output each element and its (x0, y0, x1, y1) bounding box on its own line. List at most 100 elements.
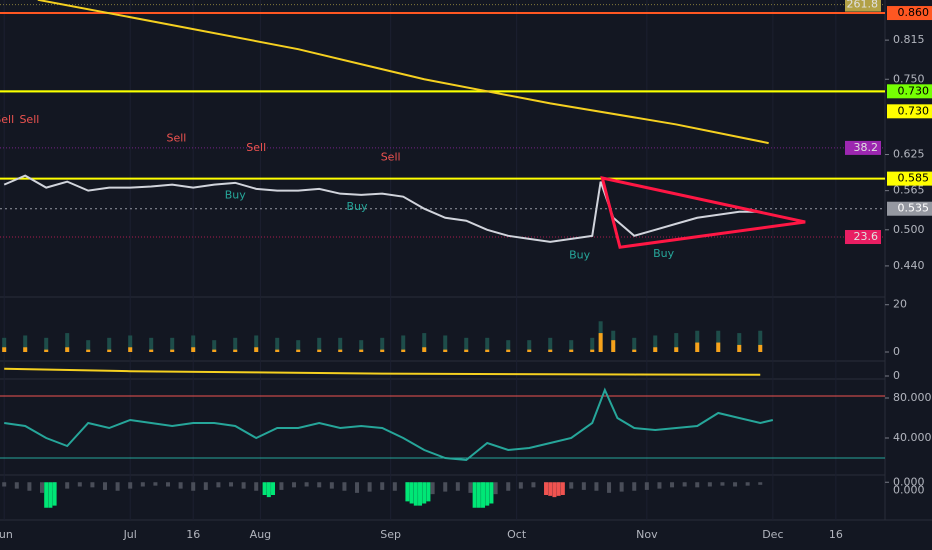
series-line (4, 387, 774, 462)
bar (254, 482, 259, 491)
bar (657, 482, 662, 489)
price-tag-label: 0.535 (898, 202, 930, 215)
price-tag (845, 140, 881, 155)
bar (443, 335, 448, 352)
bar (443, 482, 448, 492)
bar (644, 482, 649, 490)
bar (191, 335, 196, 352)
bar (254, 335, 259, 352)
bar (296, 349, 301, 352)
bar (737, 333, 742, 352)
bar (607, 482, 612, 493)
bar (279, 482, 284, 490)
bar (342, 482, 347, 491)
bar (14, 482, 19, 489)
bar (506, 349, 511, 352)
bar (405, 482, 410, 502)
signal-label: Sell (19, 113, 39, 126)
bar (216, 482, 221, 488)
signal-label: Sell (246, 141, 266, 154)
bar (707, 482, 712, 487)
y-tick-label: 0.750 (893, 72, 925, 85)
bar (191, 482, 196, 491)
x-tick-label: Aug (250, 528, 271, 541)
bar (590, 337, 595, 352)
bar (329, 482, 334, 489)
bar (203, 482, 208, 490)
x-tick-label: 16 (186, 528, 200, 541)
bar (153, 482, 158, 486)
x-tick-label: Jul (123, 528, 137, 541)
price-tag (845, 0, 881, 12)
bar (304, 482, 309, 487)
bar (464, 349, 469, 352)
bar (653, 347, 658, 352)
bar (548, 337, 553, 352)
bar (266, 482, 271, 498)
bar (128, 347, 133, 352)
bar (170, 349, 175, 352)
series-line (37, 0, 769, 145)
bar (178, 482, 183, 489)
bar (359, 349, 364, 352)
bar (233, 337, 238, 352)
bar (359, 340, 364, 352)
bar (23, 347, 28, 352)
bar (380, 349, 385, 352)
bar (518, 482, 523, 489)
bar (481, 482, 486, 508)
x-tick-label: Oct (507, 528, 527, 541)
bar (2, 337, 7, 352)
bar (241, 482, 246, 489)
bar (275, 349, 280, 352)
x-tick-label: Dec (762, 528, 783, 541)
bar (355, 482, 360, 493)
bar (485, 337, 490, 352)
y-tick-label: 0.500 (893, 223, 925, 236)
price-tag (887, 171, 932, 186)
price-tag (845, 230, 881, 245)
y-tick-label: 0.000 (893, 475, 925, 488)
price-tag-label: 261.8 (847, 0, 879, 11)
bar (716, 330, 721, 352)
bar (670, 482, 675, 488)
bar (115, 482, 120, 491)
bar (401, 335, 406, 352)
signal-label: Buy (225, 188, 247, 201)
signal-label: Buy (569, 249, 591, 262)
bar (611, 340, 616, 352)
price-tag-label: 0.730 (898, 84, 930, 97)
bar (40, 482, 45, 493)
signal-label: Sell (381, 151, 401, 164)
bar (506, 340, 511, 352)
bar (653, 335, 658, 352)
bar (2, 347, 7, 352)
y-tick-label: 0 (893, 345, 900, 358)
bar (107, 349, 112, 352)
bar (212, 349, 217, 352)
signal-label: Sell (0, 113, 14, 126)
x-tick-label: 16 (829, 528, 843, 541)
bar (86, 349, 91, 352)
bar (140, 482, 145, 487)
bar (468, 482, 473, 493)
bar (632, 337, 637, 352)
bar (65, 347, 70, 352)
bar (426, 482, 431, 502)
bar (166, 482, 171, 487)
bar (44, 349, 49, 352)
bar (598, 333, 603, 352)
bar (548, 482, 553, 496)
bar (317, 482, 322, 488)
y-tick-label: 0.815 (893, 33, 925, 46)
bar (758, 482, 763, 485)
bar (674, 347, 679, 352)
y-tick-label: 80.000 (893, 391, 932, 404)
bar (430, 482, 435, 495)
bar (695, 482, 700, 488)
bar (52, 482, 57, 506)
x-tick-label: Sep (380, 528, 401, 541)
bar (581, 482, 586, 490)
series-line (3, 174, 761, 243)
bar (422, 482, 427, 504)
